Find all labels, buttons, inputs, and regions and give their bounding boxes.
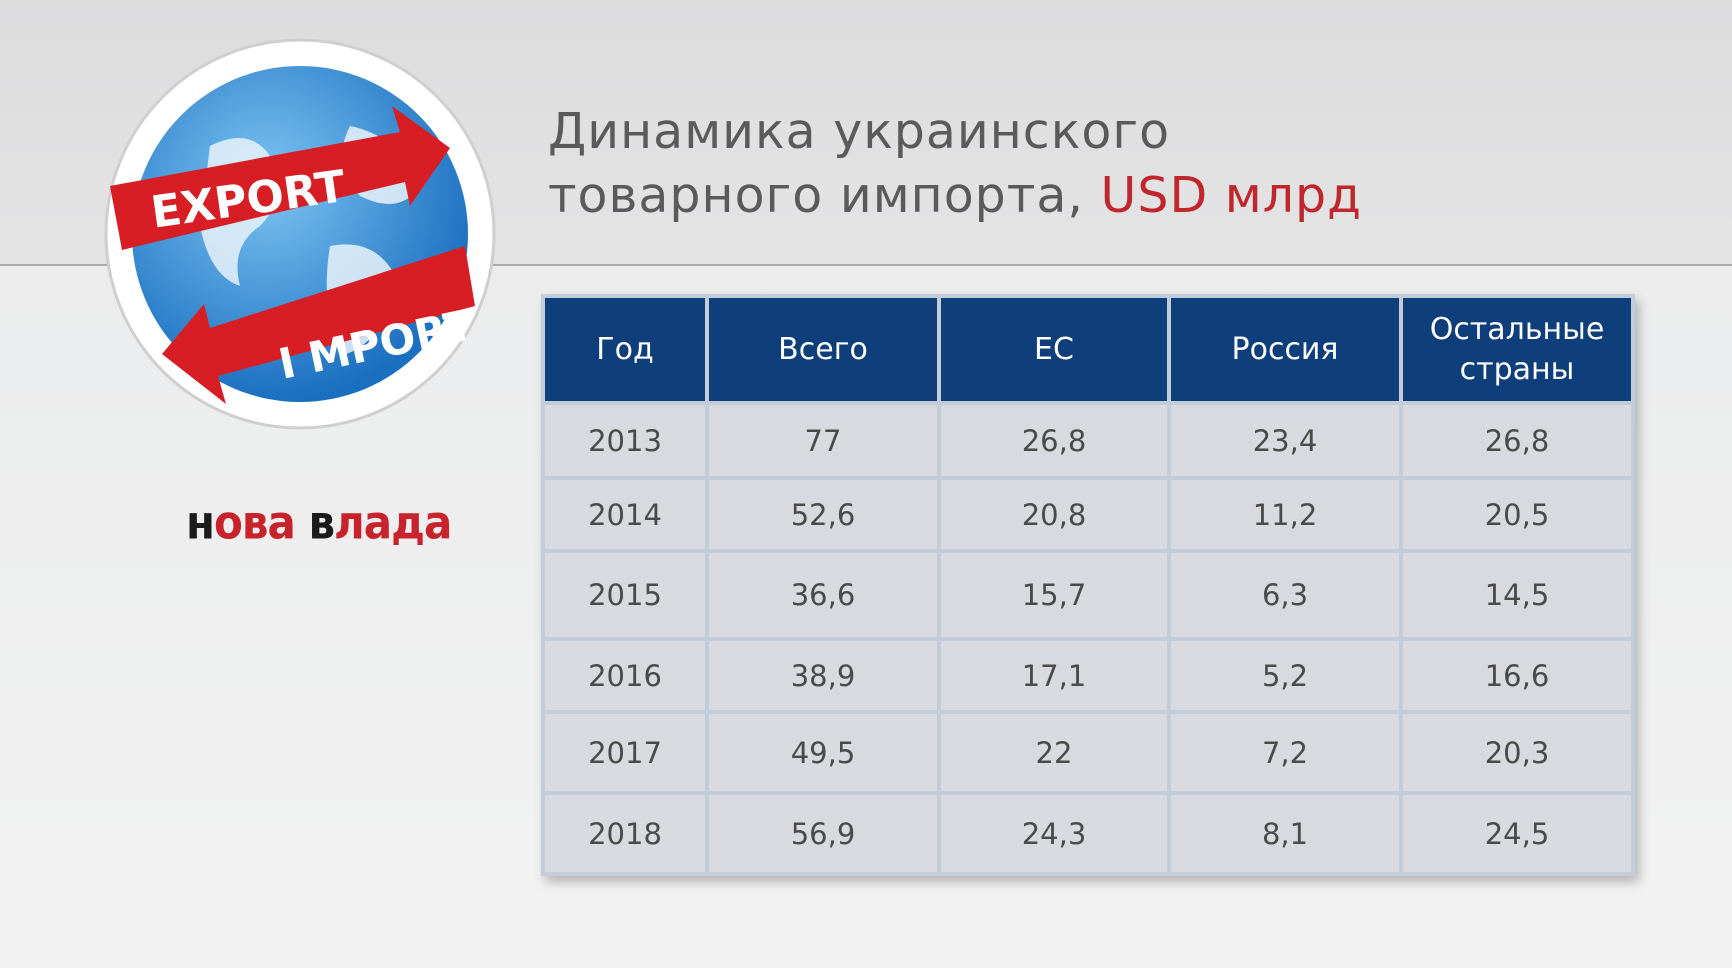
table-row: 2017 49,5 22 7,2 20,3 (545, 714, 1631, 791)
table-cell: 52,6 (709, 480, 937, 549)
table-cell: 2013 (545, 405, 705, 476)
title-line: товарного импорта, USD млрд (548, 164, 1362, 228)
brand-part: н (186, 495, 215, 550)
table-cell: 7,2 (1171, 714, 1399, 791)
table-cell: 8,1 (1171, 795, 1399, 872)
table-cell: 24,5 (1403, 795, 1631, 872)
table-cell: 2018 (545, 795, 705, 872)
table-row: 2018 56,9 24,3 8,1 24,5 (545, 795, 1631, 872)
table-cell: 20,8 (941, 480, 1167, 549)
table-cell: 36,6 (709, 553, 937, 637)
table-cell: 56,9 (709, 795, 937, 872)
title-unit: USD млрд (1100, 167, 1363, 224)
table-cell: 2015 (545, 553, 705, 637)
table-cell: 77 (709, 405, 937, 476)
brand: нова влада (186, 495, 452, 550)
logo: EXPORT I MPORT (104, 38, 496, 430)
table-cell: 15,7 (941, 553, 1167, 637)
export-arrow (110, 106, 450, 250)
table-cell: 2014 (545, 480, 705, 549)
brand-part: лада (334, 495, 452, 550)
title: Динамика украинского товарного импорта, … (548, 100, 1362, 228)
header-cell: ЕС (941, 298, 1167, 401)
import-arrow (162, 246, 475, 404)
header-cell: Россия (1171, 298, 1399, 401)
header-cell: Всего (709, 298, 937, 401)
table-cell: 11,2 (1171, 480, 1399, 549)
table-cell: 16,6 (1403, 641, 1631, 710)
table-cell: 17,1 (941, 641, 1167, 710)
table-cell: 6,3 (1171, 553, 1399, 637)
table-cell: 5,2 (1171, 641, 1399, 710)
header-cell: Год (545, 298, 705, 401)
import-table: Год Всего ЕС Россия Остальные страны 2013 77 2… (541, 294, 1635, 876)
table-cell: 49,5 (709, 714, 937, 791)
header-cell: Остальные страны (1403, 298, 1631, 401)
table-row: 2014 52,6 20,8 11,2 20,5 (545, 480, 1631, 549)
table-cell: 20,5 (1403, 480, 1631, 549)
table-cell: 22 (941, 714, 1167, 791)
title-text: товарного импорта, (548, 167, 1084, 224)
table-cell: 2017 (545, 714, 705, 791)
title-line: Динамика украинского (548, 103, 1171, 160)
table-row: 2015 36,6 15,7 6,3 14,5 (545, 553, 1631, 637)
table-cell: 24,3 (941, 795, 1167, 872)
brand-part: в (308, 495, 335, 550)
brand-part: ова (214, 495, 296, 550)
table-row: 2013 77 26,8 23,4 26,8 (545, 405, 1631, 476)
table-cell: 26,8 (1403, 405, 1631, 476)
table-cell: 26,8 (941, 405, 1167, 476)
table-cell: 2016 (545, 641, 705, 710)
table-cell: 23,4 (1171, 405, 1399, 476)
table-cell: 20,3 (1403, 714, 1631, 791)
table-cell: 14,5 (1403, 553, 1631, 637)
table-row: 2016 38,9 17,1 5,2 16,6 (545, 641, 1631, 710)
header-row: Год Всего ЕС Россия Остальные страны (545, 298, 1631, 401)
table-cell: 38,9 (709, 641, 937, 710)
